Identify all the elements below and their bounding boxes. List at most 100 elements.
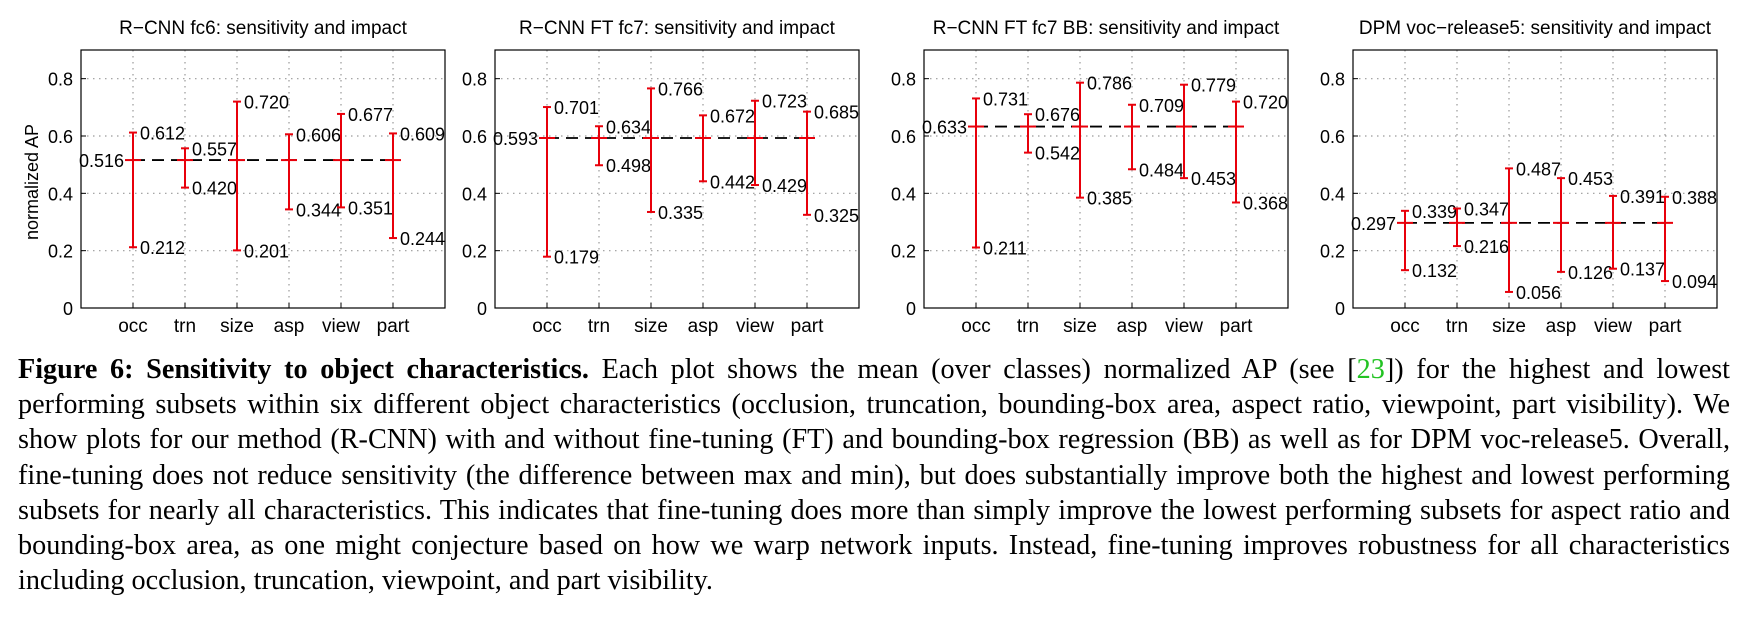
x-tick-label: occ	[1390, 316, 1420, 337]
x-tick-label: part	[1220, 316, 1253, 337]
x-tick-label: occ	[532, 316, 562, 337]
x-tick-label: trn	[1017, 316, 1039, 337]
x-tick-label: size	[634, 316, 668, 337]
figure-caption: Figure 6: Sensitivity to object characte…	[18, 352, 1730, 598]
x-tick-label: part	[791, 316, 824, 337]
x-tick-label: trn	[1446, 316, 1468, 337]
y-axis-label: normalized AP	[22, 124, 42, 240]
y-tick-label: 0.2	[48, 242, 73, 262]
low-value-label: 0.498	[606, 156, 651, 176]
chart-panel-1: R−CNN fc6: sensitivity and impact 0 0.2 0.4…	[22, 18, 446, 337]
y-tick-label: 0.4	[48, 184, 73, 204]
high-value-label: 0.720	[244, 93, 289, 113]
y-tick-label: 0.8	[1320, 70, 1345, 90]
chart-title: R−CNN fc6: sensitivity and impact	[119, 18, 407, 39]
x-tick-label: view	[1594, 316, 1632, 337]
low-value-label: 0.244	[400, 229, 445, 249]
high-value-label: 0.453	[1568, 169, 1613, 189]
x-tick-label: trn	[588, 316, 610, 337]
low-value-label: 0.335	[658, 203, 703, 223]
y-tick-label: 0	[906, 299, 916, 319]
caption-reference-link[interactable]: 23	[1356, 354, 1385, 385]
y-tick-label: 0	[477, 299, 487, 319]
high-value-label: 0.720	[1243, 93, 1288, 113]
high-value-label: 0.388	[1672, 188, 1717, 208]
x-tick-label: trn	[174, 316, 196, 337]
mean-label: 0.593	[493, 129, 538, 149]
low-value-label: 0.351	[348, 198, 393, 218]
y-tick-label: 0.8	[48, 70, 73, 90]
low-value-label: 0.137	[1620, 260, 1665, 280]
x-tick-label: asp	[1546, 316, 1577, 337]
x-tick-label: asp	[274, 316, 305, 337]
low-value-label: 0.132	[1412, 261, 1457, 281]
x-tick-label: asp	[688, 316, 719, 337]
y-tick-label: 0.4	[462, 184, 487, 204]
low-value-label: 0.385	[1087, 189, 1132, 209]
high-value-label: 0.557	[192, 139, 237, 159]
y-tick-label: 0.8	[891, 70, 916, 90]
plot-frame	[1352, 49, 1718, 309]
low-value-label: 0.484	[1139, 160, 1184, 180]
high-value-label: 0.391	[1620, 187, 1665, 207]
y-tick-label: 0	[1335, 299, 1345, 319]
y-tick-label: 0	[63, 299, 73, 319]
low-value-label: 0.201	[244, 241, 289, 261]
x-tick-label: view	[1165, 316, 1203, 337]
chart-panel-4: DPM voc−release5: sensitivity and impact…	[1320, 18, 1718, 337]
low-value-label: 0.453	[1191, 169, 1236, 189]
y-tick-label: 0.4	[1320, 184, 1345, 204]
y-tick-label: 0.6	[1320, 127, 1345, 147]
chart-title: R−CNN FT fc7 BB: sensitivity and impact	[933, 18, 1280, 39]
chart-panel-3: R−CNN FT fc7 BB: sensitivity and impact 0…	[891, 18, 1289, 337]
y-tick-label: 0.4	[891, 184, 916, 204]
x-tick-label: occ	[961, 316, 991, 337]
low-value-label: 0.094	[1672, 272, 1717, 292]
low-value-label: 0.211	[983, 239, 1027, 259]
x-tick-label: view	[736, 316, 774, 337]
low-value-label: 0.056	[1516, 283, 1561, 303]
high-value-label: 0.709	[1139, 96, 1184, 116]
plot-frame	[494, 49, 860, 309]
low-value-label: 0.216	[1464, 237, 1509, 257]
caption-text-2: ]) for the highest and lowest performing…	[18, 354, 1731, 597]
x-tick-label: size	[1492, 316, 1526, 337]
high-value-label: 0.766	[658, 79, 703, 99]
low-value-label: 0.420	[192, 179, 237, 199]
mean-label: 0.297	[1351, 214, 1396, 234]
low-value-label: 0.126	[1568, 263, 1613, 283]
y-tick-label: 0.6	[48, 127, 73, 147]
chart-title: DPM voc−release5: sensitivity and impact	[1359, 18, 1712, 39]
mean-label: 0.516	[79, 151, 124, 171]
high-value-label: 0.672	[710, 106, 755, 126]
high-value-label: 0.612	[140, 124, 185, 144]
high-value-label: 0.786	[1087, 74, 1132, 94]
x-tick-label: occ	[118, 316, 148, 337]
high-value-label: 0.347	[1464, 200, 1509, 220]
high-value-label: 0.677	[348, 105, 393, 125]
y-tick-label: 0.2	[1320, 242, 1345, 262]
low-value-label: 0.325	[814, 206, 859, 226]
high-value-label: 0.487	[1516, 159, 1561, 179]
low-value-label: 0.429	[762, 176, 807, 196]
plot-frame	[80, 49, 446, 309]
low-value-label: 0.368	[1243, 194, 1288, 214]
x-tick-label: asp	[1117, 316, 1148, 337]
high-value-label: 0.339	[1412, 202, 1457, 222]
high-value-label: 0.701	[554, 98, 599, 118]
chart-panel-2: R−CNN FT fc7: sensitivity and impact 0 0.2…	[462, 18, 860, 337]
plot-frame	[923, 49, 1289, 309]
low-value-label: 0.179	[554, 248, 599, 268]
caption-text-1: Each plot shows the mean (over classes) …	[601, 354, 1357, 385]
y-tick-label: 0.2	[891, 242, 916, 262]
high-value-label: 0.634	[606, 117, 651, 137]
chart-title: R−CNN FT fc7: sensitivity and impact	[519, 18, 836, 39]
y-tick-label: 0.8	[462, 70, 487, 90]
x-tick-label: part	[377, 316, 410, 337]
mean-label: 0.633	[922, 118, 967, 138]
y-tick-label: 0.6	[462, 127, 487, 147]
low-value-label: 0.344	[296, 200, 341, 220]
low-value-label: 0.442	[710, 172, 755, 192]
sensitivity-charts: R−CNN fc6: sensitivity and impact 0 0.2 0.4…	[22, 18, 1718, 337]
y-tick-label: 0.6	[891, 127, 916, 147]
